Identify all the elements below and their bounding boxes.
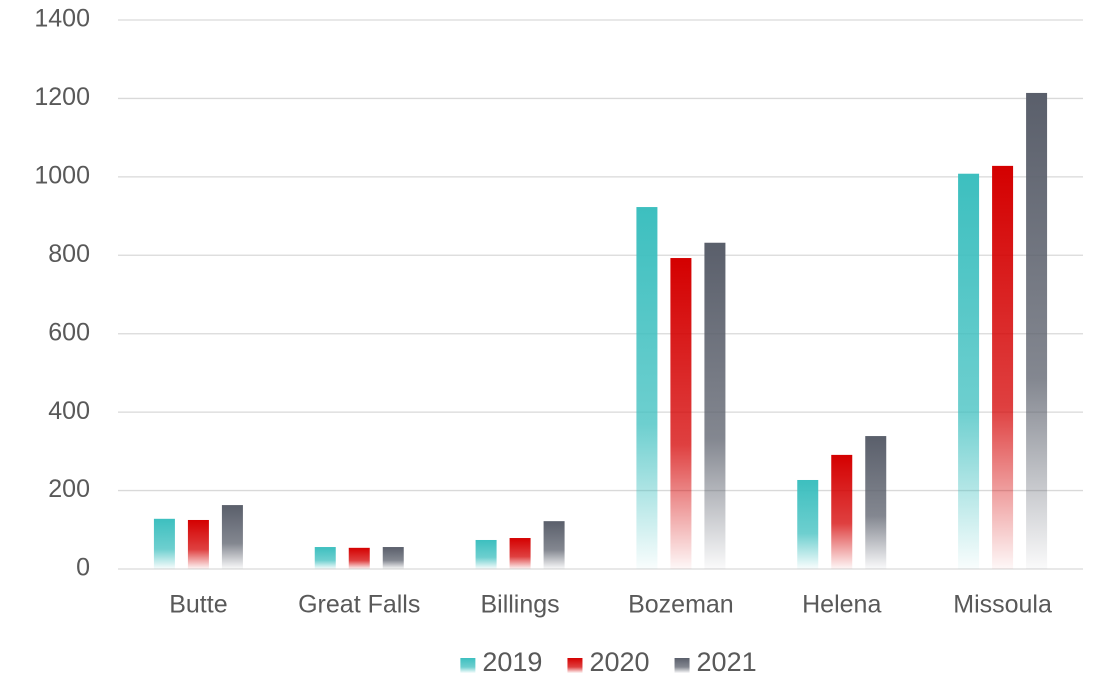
bar: [704, 242, 726, 570]
y-tick-label: 400: [48, 397, 90, 425]
legend-swatch: [567, 658, 583, 673]
bar: [865, 436, 887, 569]
bar: [221, 505, 243, 569]
x-tick-label: Great Falls: [298, 591, 420, 619]
bar: [348, 547, 370, 569]
y-tick-label: 1200: [34, 83, 90, 111]
y-tick-label: 800: [48, 240, 90, 268]
y-tick-label: 0: [76, 554, 90, 582]
x-tick-label: Missoula: [953, 591, 1052, 619]
bar: [543, 521, 565, 569]
bar: [509, 538, 531, 569]
bar: [314, 547, 336, 569]
legend-swatch: [460, 658, 476, 673]
bar: [187, 519, 209, 569]
bar: [636, 207, 658, 570]
bar: [797, 479, 819, 569]
legend-label: 2021: [697, 647, 757, 677]
x-tick-label: Billings: [480, 591, 559, 619]
legend-swatch: [674, 658, 690, 673]
x-tick-label: Butte: [169, 591, 227, 619]
legend-label: 2019: [482, 647, 542, 677]
bar: [670, 258, 692, 569]
x-tick-label: Bozeman: [628, 591, 734, 619]
bar: [153, 518, 175, 569]
bar: [992, 165, 1014, 569]
y-tick-label: 1400: [34, 5, 90, 33]
y-tick-label: 1000: [34, 161, 90, 189]
legend-label: 2020: [589, 647, 649, 677]
y-tick-label: 200: [48, 475, 90, 503]
bar: [958, 173, 980, 569]
bar: [831, 454, 853, 569]
bar: [382, 547, 404, 569]
x-tick-label: Helena: [802, 591, 881, 619]
bar: [475, 539, 497, 569]
bar: [1026, 92, 1048, 569]
y-tick-label: 600: [48, 318, 90, 346]
